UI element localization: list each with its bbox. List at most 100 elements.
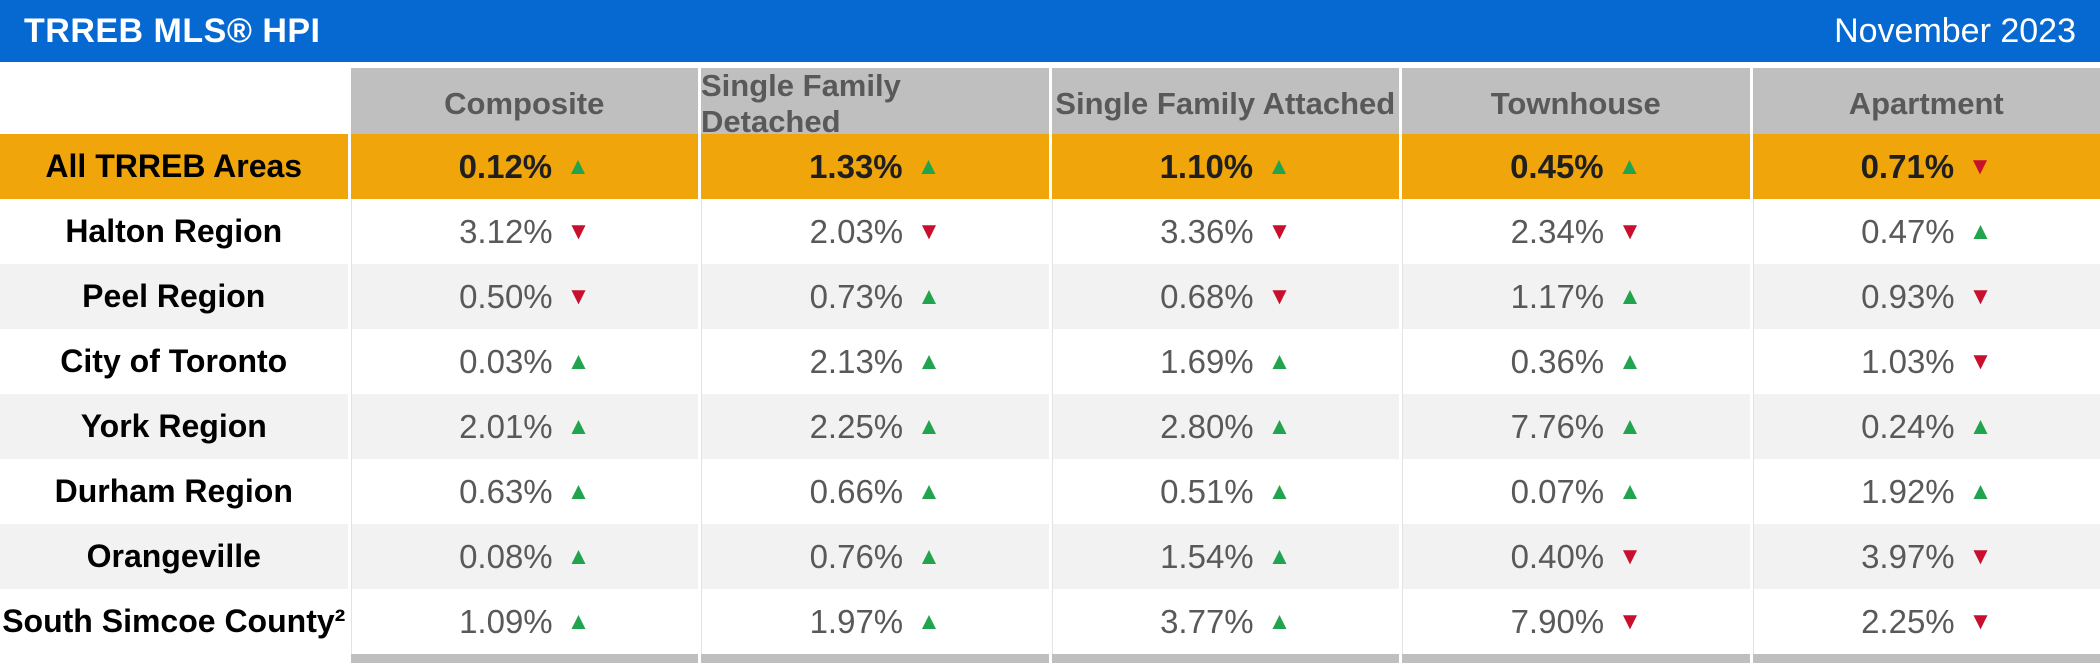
down-triangle-icon: ▼ bbox=[1267, 217, 1292, 245]
up-triangle-icon: ▲ bbox=[1267, 412, 1292, 440]
pct-change-value: 0.68% bbox=[1160, 277, 1254, 315]
value-cell: 1.09% ▲ bbox=[350, 589, 698, 654]
value-cell: 2.13% ▲ bbox=[701, 329, 1049, 394]
value-cell: 1.03% ▼ bbox=[1752, 329, 2100, 394]
pct-change-value: 3.97% bbox=[1861, 537, 1955, 575]
value-cell: 1.33% ▲ bbox=[701, 134, 1049, 199]
region-label: Peel Region bbox=[0, 264, 348, 329]
value-cell: 1.92% ▲ bbox=[1752, 459, 2100, 524]
value-cell: 0.71% ▼ bbox=[1752, 134, 2100, 199]
pct-change-value: 0.73% bbox=[809, 277, 904, 315]
pct-change-value: 0.45% bbox=[1510, 147, 1604, 185]
value-cell: 0.76% ▲ bbox=[701, 524, 1049, 589]
table-row: York Region 2.01% ▲ 2.25% ▲ 2.80% ▲ 7.76% ▲ 0.24%… bbox=[0, 394, 2100, 459]
up-triangle-icon: ▲ bbox=[1618, 477, 1642, 505]
table-row: Durham Region 0.63% ▲ 0.66% ▲ 0.51% ▲ 0.07% ▲ 1.9… bbox=[0, 459, 2100, 524]
down-triangle-icon: ▼ bbox=[1618, 217, 1642, 245]
region-label: All TRREB Areas bbox=[0, 134, 348, 199]
pct-change-value: 2.25% bbox=[1861, 602, 1955, 640]
up-triangle-icon: ▲ bbox=[1968, 217, 1993, 245]
pct-change-value: 0.71% bbox=[1860, 147, 1955, 185]
footer-strip-cell bbox=[701, 654, 1049, 663]
column-header: Townhouse bbox=[1402, 68, 1750, 140]
pct-change-value: 0.03% bbox=[459, 342, 553, 380]
pct-change-value: 2.01% bbox=[459, 407, 553, 445]
up-triangle-icon: ▲ bbox=[566, 477, 591, 505]
up-triangle-icon: ▲ bbox=[566, 347, 591, 375]
column-header: Composite bbox=[350, 68, 698, 140]
footer-strip-cell bbox=[350, 654, 698, 663]
value-cell: 7.76% ▲ bbox=[1402, 394, 1750, 459]
pct-change-value: 0.93% bbox=[1861, 277, 1955, 315]
pct-change-value: 0.51% bbox=[1160, 472, 1254, 510]
table-row: Peel Region 0.50% ▼ 0.73% ▲ 0.68% ▼ 1.17% ▲ 0.93%… bbox=[0, 264, 2100, 329]
table-row: City of Toronto 0.03% ▲ 2.13% ▲ 1.69% ▲ 0.36% ▲ 1… bbox=[0, 329, 2100, 394]
down-triangle-icon: ▼ bbox=[1267, 282, 1292, 310]
up-triangle-icon: ▲ bbox=[1267, 542, 1292, 570]
up-triangle-icon: ▲ bbox=[917, 477, 941, 505]
value-cell: 0.51% ▲ bbox=[1051, 459, 1399, 524]
pct-change-value: 7.76% bbox=[1510, 407, 1605, 445]
pct-change-value: 1.09% bbox=[459, 602, 553, 640]
value-cell: 0.40% ▼ bbox=[1402, 524, 1750, 589]
down-triangle-icon: ▼ bbox=[1968, 347, 1993, 375]
up-triangle-icon: ▲ bbox=[917, 542, 941, 570]
column-header: Single Family Attached bbox=[1051, 68, 1399, 140]
value-cell: 0.93% ▼ bbox=[1752, 264, 2100, 329]
pct-change-value: 0.47% bbox=[1861, 212, 1955, 250]
hpi-table: Composite Single Family Detached Single Fa… bbox=[0, 68, 2100, 663]
footer-strip-cell bbox=[1752, 654, 2100, 663]
pct-change-value: 3.36% bbox=[1160, 212, 1254, 250]
up-triangle-icon: ▲ bbox=[566, 152, 590, 180]
up-triangle-icon: ▲ bbox=[1267, 607, 1292, 635]
pct-change-value: 0.24% bbox=[1861, 407, 1955, 445]
value-cell: 0.03% ▲ bbox=[350, 329, 698, 394]
up-triangle-icon: ▲ bbox=[566, 542, 591, 570]
report-date: November 2023 bbox=[1834, 11, 2076, 50]
down-triangle-icon: ▼ bbox=[1968, 607, 1993, 635]
value-cell: 7.90% ▼ bbox=[1402, 589, 1750, 654]
down-triangle-icon: ▼ bbox=[917, 217, 941, 245]
banner-divider bbox=[0, 62, 2100, 68]
value-cell: 0.07% ▲ bbox=[1402, 459, 1750, 524]
up-triangle-icon: ▲ bbox=[1267, 152, 1291, 180]
value-cell: 0.66% ▲ bbox=[701, 459, 1049, 524]
footer-strip-cell bbox=[1402, 654, 1750, 663]
pct-change-value: 3.77% bbox=[1160, 602, 1254, 640]
corner-cell bbox=[0, 68, 348, 140]
value-cell: 2.03% ▼ bbox=[701, 199, 1049, 264]
value-cell: 1.69% ▲ bbox=[1051, 329, 1399, 394]
down-triangle-icon: ▼ bbox=[566, 282, 591, 310]
value-cell: 0.12% ▲ bbox=[350, 134, 698, 199]
pct-change-value: 0.50% bbox=[459, 277, 553, 315]
pct-change-value: 1.92% bbox=[1861, 472, 1955, 510]
table-row: Orangeville 0.08% ▲ 0.76% ▲ 1.54% ▲ 0.40% ▼ 3.97%… bbox=[0, 524, 2100, 589]
up-triangle-icon: ▲ bbox=[1968, 412, 1993, 440]
pct-change-value: 1.69% bbox=[1160, 342, 1254, 380]
pct-change-value: 0.40% bbox=[1510, 537, 1605, 575]
down-triangle-icon: ▼ bbox=[566, 217, 591, 245]
up-triangle-icon: ▲ bbox=[917, 282, 941, 310]
footer-corner-cell bbox=[0, 654, 348, 663]
pct-change-value: 0.36% bbox=[1510, 342, 1605, 380]
pct-change-value: 1.03% bbox=[1861, 342, 1955, 380]
column-header-row: Composite Single Family Detached Single Fa… bbox=[0, 68, 2100, 140]
value-cell: 2.34% ▼ bbox=[1402, 199, 1750, 264]
pct-change-value: 2.13% bbox=[809, 342, 904, 380]
pct-change-value: 2.34% bbox=[1510, 212, 1605, 250]
region-label: Halton Region bbox=[0, 199, 348, 264]
pct-change-value: 0.12% bbox=[458, 147, 553, 185]
up-triangle-icon: ▲ bbox=[1617, 152, 1642, 180]
value-cell: 3.36% ▼ bbox=[1051, 199, 1399, 264]
up-triangle-icon: ▲ bbox=[566, 607, 591, 635]
up-triangle-icon: ▲ bbox=[1968, 477, 1993, 505]
value-cell: 1.54% ▲ bbox=[1051, 524, 1399, 589]
region-label: Durham Region bbox=[0, 459, 348, 524]
down-triangle-icon: ▼ bbox=[1968, 542, 1993, 570]
region-label: Orangeville bbox=[0, 524, 348, 589]
up-triangle-icon: ▲ bbox=[1618, 282, 1642, 310]
column-header: Apartment bbox=[1752, 68, 2100, 140]
up-triangle-icon: ▲ bbox=[1267, 347, 1292, 375]
pct-change-value: 0.07% bbox=[1510, 472, 1605, 510]
table-row: Halton Region 3.12% ▼ 2.03% ▼ 3.36% ▼ 2.34% ▼ 0.4… bbox=[0, 199, 2100, 264]
